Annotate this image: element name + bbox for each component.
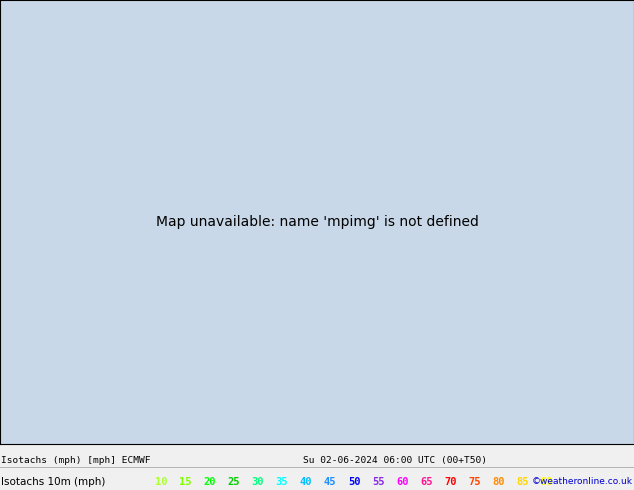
Text: 40: 40 [300, 477, 313, 487]
Text: 45: 45 [324, 477, 337, 487]
Text: 15: 15 [179, 477, 192, 487]
Text: Isotachs 10m (mph): Isotachs 10m (mph) [1, 477, 106, 487]
Text: 25: 25 [228, 477, 240, 487]
Text: Isotachs (mph) [mph] ECMWF: Isotachs (mph) [mph] ECMWF [1, 456, 151, 465]
Text: 20: 20 [204, 477, 216, 487]
Text: 75: 75 [469, 477, 481, 487]
Text: Su 02-06-2024 06:00 UTC (00+T50): Su 02-06-2024 06:00 UTC (00+T50) [303, 456, 487, 465]
Text: 80: 80 [493, 477, 505, 487]
Text: 70: 70 [444, 477, 457, 487]
Text: Map unavailable: name 'mpimg' is not defined: Map unavailable: name 'mpimg' is not def… [155, 215, 479, 229]
Text: 30: 30 [252, 477, 264, 487]
Text: 35: 35 [276, 477, 288, 487]
Text: 85: 85 [517, 477, 529, 487]
Text: 90: 90 [541, 477, 553, 487]
Text: 65: 65 [420, 477, 433, 487]
Text: 10: 10 [155, 477, 168, 487]
Text: ©weatheronline.co.uk: ©weatheronline.co.uk [532, 477, 633, 486]
Text: 55: 55 [372, 477, 385, 487]
Text: 50: 50 [348, 477, 361, 487]
Text: 60: 60 [396, 477, 409, 487]
